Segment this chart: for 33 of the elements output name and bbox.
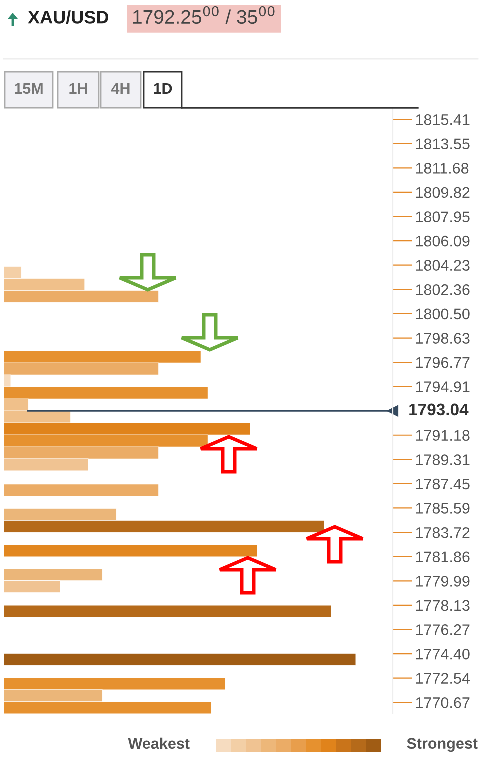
- y-tick-label: 1779.99: [416, 576, 470, 587]
- text: 1D: [154, 83, 172, 94]
- y-tick-label: 1772.54: [416, 673, 470, 684]
- y-tick-label: 1778.13: [416, 600, 470, 612]
- y-tick-label: 1815.41: [416, 114, 470, 126]
- y-tick-label: 1787.45: [416, 478, 470, 490]
- chart-subtitle: 1792.25$^{00}$ / 35$^{00}$: [133, 6, 275, 24]
- y-tick-label: 1802.36: [416, 284, 470, 296]
- y-tick-label: 1809.82: [416, 187, 470, 198]
- y-tick-label: 1811.68: [416, 163, 469, 174]
- y-tick-label: 1791.18: [416, 430, 470, 442]
- text: 4H: [111, 83, 130, 94]
- y-tick-label: 1804.23: [416, 260, 470, 271]
- text: 1H: [70, 83, 88, 94]
- y-tick-label: 1789.31: [416, 454, 470, 466]
- y-tick-label: 1774.40: [416, 648, 470, 660]
- y-tick-label: 1770.67: [416, 698, 470, 708]
- y-tick-label: 1783.72: [416, 527, 470, 538]
- y-tick-label: 1794.91: [416, 382, 470, 392]
- text: Strongest: [407, 738, 478, 752]
- y-tick-label: 1807.95: [416, 212, 470, 223]
- ref-line-label: 1793.04: [410, 404, 469, 416]
- y-tick-label: 1798.63: [416, 333, 470, 344]
- y-tick-label: 1781.86: [416, 552, 470, 563]
- y-tick-label: 1800.50: [416, 308, 470, 320]
- y-tick-label: 1776.27: [416, 624, 470, 636]
- y-tick-label: 1813.55: [416, 138, 470, 150]
- y-tick-label: 1806.09: [416, 236, 470, 247]
- chart-title: XAU/USD: [28, 10, 108, 24]
- text: 15M: [15, 83, 43, 94]
- y-tick-label: 1785.59: [416, 503, 470, 514]
- y-tick-label: 1796.77: [416, 357, 470, 368]
- text: Weakest: [128, 738, 190, 750]
